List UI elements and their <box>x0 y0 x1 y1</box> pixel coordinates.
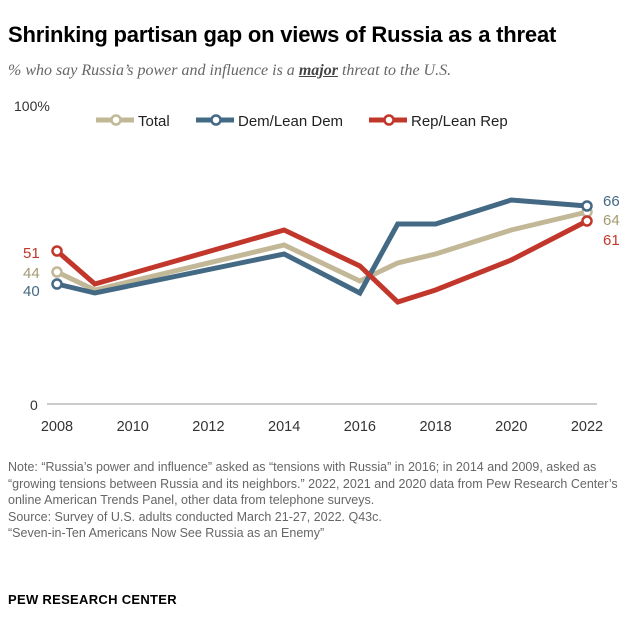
legend-label: Dem/Lean Dem <box>238 113 343 130</box>
x-tick-label: 2020 <box>495 419 527 435</box>
chart-title: Shrinking partisan gap on views of Russi… <box>8 22 557 47</box>
data-point-start <box>51 278 63 290</box>
legend-marker <box>383 114 395 126</box>
data-label-start: 44 <box>23 265 40 282</box>
x-tick-label: 2018 <box>419 419 451 435</box>
legend-marker <box>210 114 222 126</box>
report-title: “Seven-in-Ten Americans Now See Russia a… <box>8 526 325 540</box>
note-text: Note: “Russia’s power and influence” ask… <box>8 460 618 507</box>
series-line-total <box>55 209 588 293</box>
chart-notes: Note: “Russia’s power and influence” ask… <box>8 459 628 542</box>
y-tick-label: 100% <box>14 98 50 114</box>
x-tick-label: 2010 <box>117 419 149 435</box>
y-tick-label: 0 <box>30 397 38 413</box>
x-tick-label: 2014 <box>268 419 300 435</box>
x-tick-label: 2016 <box>344 419 376 435</box>
legend-marker <box>110 114 122 126</box>
subtitle-text: % who say Russia’s power and influence i… <box>8 62 299 79</box>
series-line-rep-lean-rep <box>55 218 589 305</box>
chart-subtitle: % who say Russia’s power and influence i… <box>8 62 451 80</box>
brand-logo-text: PEW RESEARCH CENTER <box>8 592 177 607</box>
x-tick-label: 2008 <box>41 419 73 435</box>
data-label-start: 51 <box>23 245 40 262</box>
legend-label: Total <box>138 113 170 130</box>
source-text: Source: Survey of U.S. adults conducted … <box>8 509 382 524</box>
data-label-start: 40 <box>23 283 40 300</box>
x-tick-label: 2022 <box>571 419 603 435</box>
data-label-end: 64 <box>603 212 620 229</box>
subtitle-emphasis: major <box>298 62 338 79</box>
data-point-start <box>51 245 63 257</box>
data-point-end <box>581 215 593 227</box>
subtitle-text-end: threat to the U.S. <box>337 62 452 79</box>
data-point-start <box>51 266 63 278</box>
x-tick-label: 2012 <box>192 419 224 435</box>
data-label-end: 61 <box>603 232 620 249</box>
series-line-dem-lean-dem <box>56 197 588 297</box>
data-label-end: 66 <box>603 193 620 210</box>
legend-label: Rep/Lean Rep <box>411 113 508 130</box>
data-point-end <box>581 200 593 212</box>
